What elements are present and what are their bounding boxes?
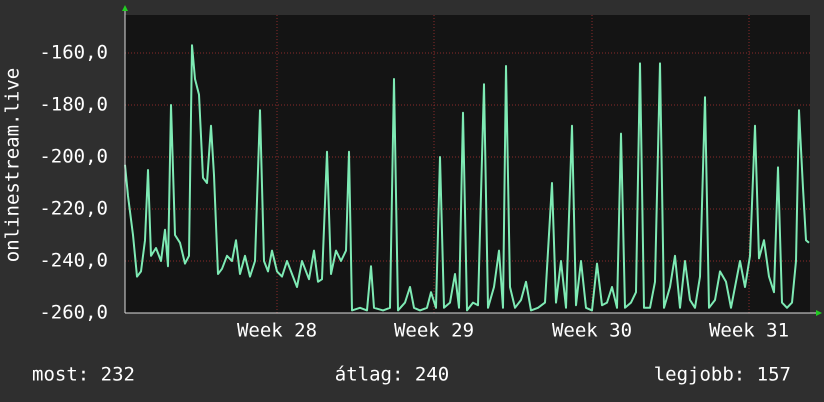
y-tick-label: -220,0 (39, 197, 108, 219)
y-axis-title: onlinestream.live (2, 68, 24, 262)
footer-current: most: 232 (32, 364, 135, 386)
y-tick-label: -260,0 (39, 302, 108, 324)
x-tick-label: Week 30 (552, 320, 632, 342)
x-tick-label: Week 31 (709, 320, 789, 342)
y-tick-label: -240,0 (39, 249, 108, 271)
data-line (124, 44, 810, 312)
y-tick-label: -200,0 (39, 145, 108, 167)
y-tick-label: -160,0 (39, 41, 108, 63)
x-tick-label: Week 28 (237, 320, 317, 342)
marks (124, 44, 810, 312)
x-tick-label: Week 29 (394, 320, 474, 342)
footer-average: átlag: 240 (335, 364, 449, 386)
y-arrow (122, 5, 128, 11)
x-arrow (816, 310, 822, 316)
y-tick-label: -180,0 (39, 93, 108, 115)
footer-best: legjobb: 157 (654, 364, 791, 386)
